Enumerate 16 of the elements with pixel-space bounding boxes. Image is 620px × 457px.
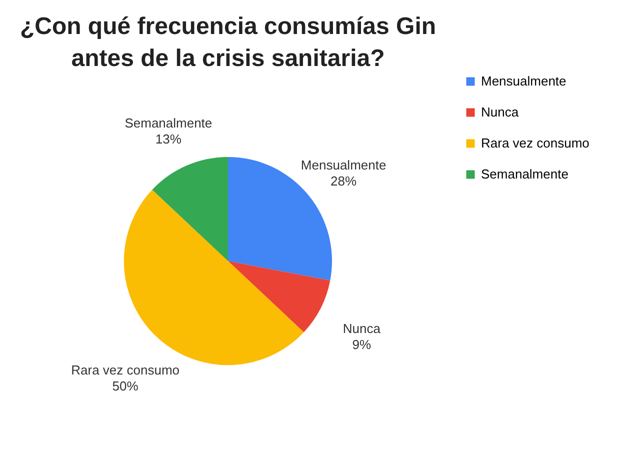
- data-label: 28%: [330, 173, 358, 188]
- pie-slice: [124, 190, 304, 365]
- pie-slice: [152, 157, 228, 261]
- pie-slice: [228, 261, 330, 332]
- legend-label: Rara vez consumo: [481, 136, 590, 150]
- legend-label: Semanalmente: [481, 166, 568, 182]
- chart-title: ¿Con qué frecuencia consumías Gin antes de la crisis sanitaria?: [20, 13, 436, 72]
- slice-label: Rara vez consumo: [71, 362, 180, 378]
- slice-label: Nunca: [342, 321, 382, 336]
- data-label: 9%: [352, 337, 372, 352]
- legend-label: Mensualmente: [481, 74, 566, 88]
- slice-label: Mensualmente: [300, 157, 386, 172]
- legend-label: Nunca: [481, 104, 520, 120]
- slice-label: Semanalmente: [124, 115, 212, 130]
- data-label: 50%: [112, 378, 139, 394]
- data-label: 13%: [155, 131, 182, 146]
